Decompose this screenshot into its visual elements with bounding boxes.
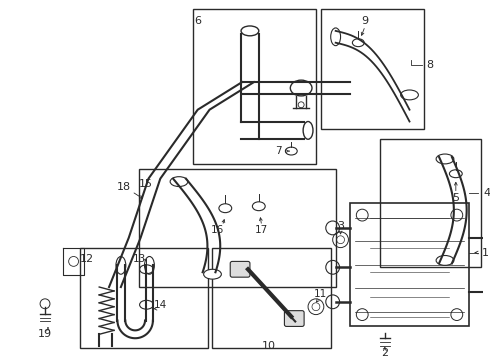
Text: 13: 13	[133, 255, 147, 265]
Ellipse shape	[145, 256, 154, 274]
Text: 10: 10	[262, 341, 276, 351]
Ellipse shape	[436, 154, 454, 164]
Ellipse shape	[204, 269, 221, 279]
FancyBboxPatch shape	[230, 261, 250, 277]
Text: 4: 4	[484, 188, 490, 198]
Text: 3: 3	[337, 221, 344, 231]
Text: 12: 12	[80, 255, 95, 265]
Text: 8: 8	[426, 60, 433, 70]
FancyBboxPatch shape	[284, 311, 304, 327]
Text: 16: 16	[211, 225, 224, 235]
Text: 18: 18	[117, 181, 131, 192]
Text: 9: 9	[362, 16, 369, 26]
Text: 7: 7	[275, 146, 282, 156]
Text: 1: 1	[482, 248, 489, 257]
Ellipse shape	[436, 256, 454, 265]
Text: 11: 11	[314, 289, 327, 299]
Text: 5: 5	[452, 193, 459, 203]
Ellipse shape	[303, 122, 313, 139]
Text: 14: 14	[154, 300, 167, 310]
Ellipse shape	[241, 26, 259, 36]
Text: 2: 2	[381, 348, 389, 358]
Text: 17: 17	[255, 225, 269, 235]
Text: 15: 15	[139, 179, 152, 189]
Ellipse shape	[116, 256, 126, 274]
Text: 6: 6	[194, 16, 201, 26]
Ellipse shape	[401, 90, 418, 100]
Ellipse shape	[331, 28, 341, 46]
Ellipse shape	[170, 177, 188, 186]
Text: 19: 19	[38, 329, 52, 339]
